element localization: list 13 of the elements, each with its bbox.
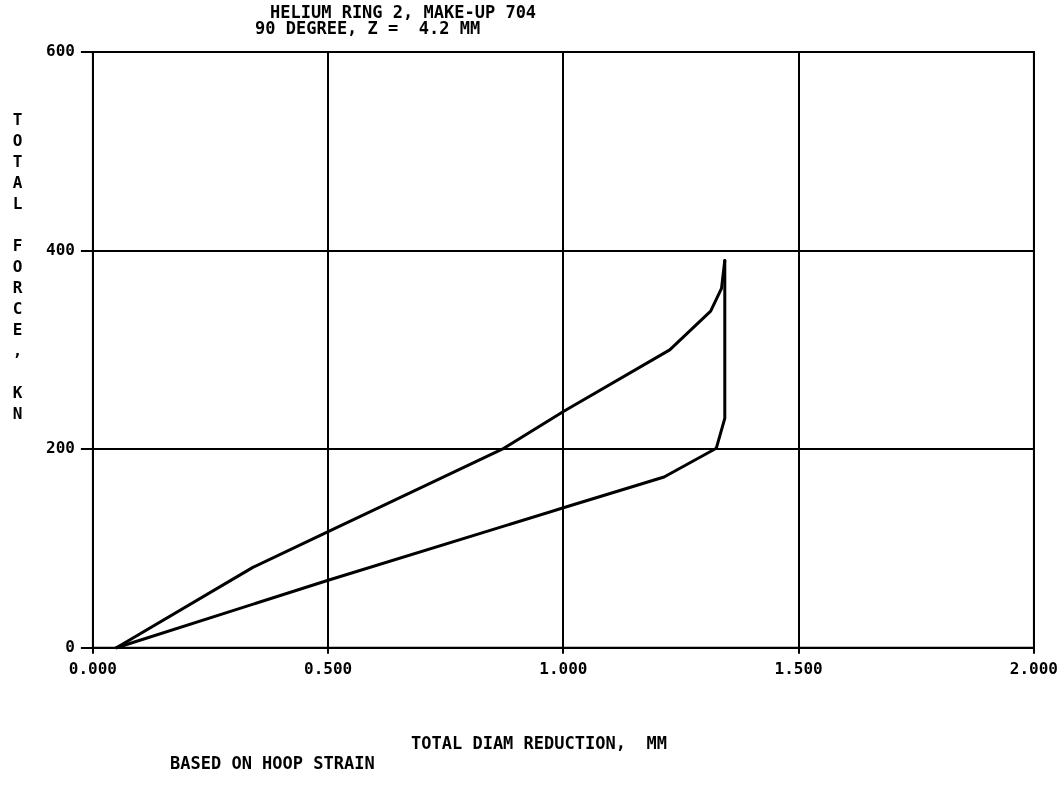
x-tick-label: 1.000: [539, 658, 588, 678]
text: BASED ON HOOP STRAIN: [170, 753, 375, 773]
x-tick-label: 2.000: [1009, 658, 1058, 678]
y-tick-label: 400: [45, 239, 75, 259]
x-tick-label: 0.000: [68, 658, 117, 678]
y-tick-label: 600: [45, 41, 75, 61]
y-axis-title: TOTAL FORCE, KN: [8, 110, 27, 425]
chart-title: HELIUM RING 2, MAKE-UP 704: [270, 2, 537, 22]
x-tick-label: 1.500: [774, 658, 823, 678]
x-tick-label: 0.500: [304, 658, 353, 678]
y-tick-label: 0: [65, 636, 75, 656]
y-tick-label: 200: [45, 438, 75, 458]
x-axis-title: TOTAL DIAM REDUCTION, MM: [411, 733, 667, 753]
